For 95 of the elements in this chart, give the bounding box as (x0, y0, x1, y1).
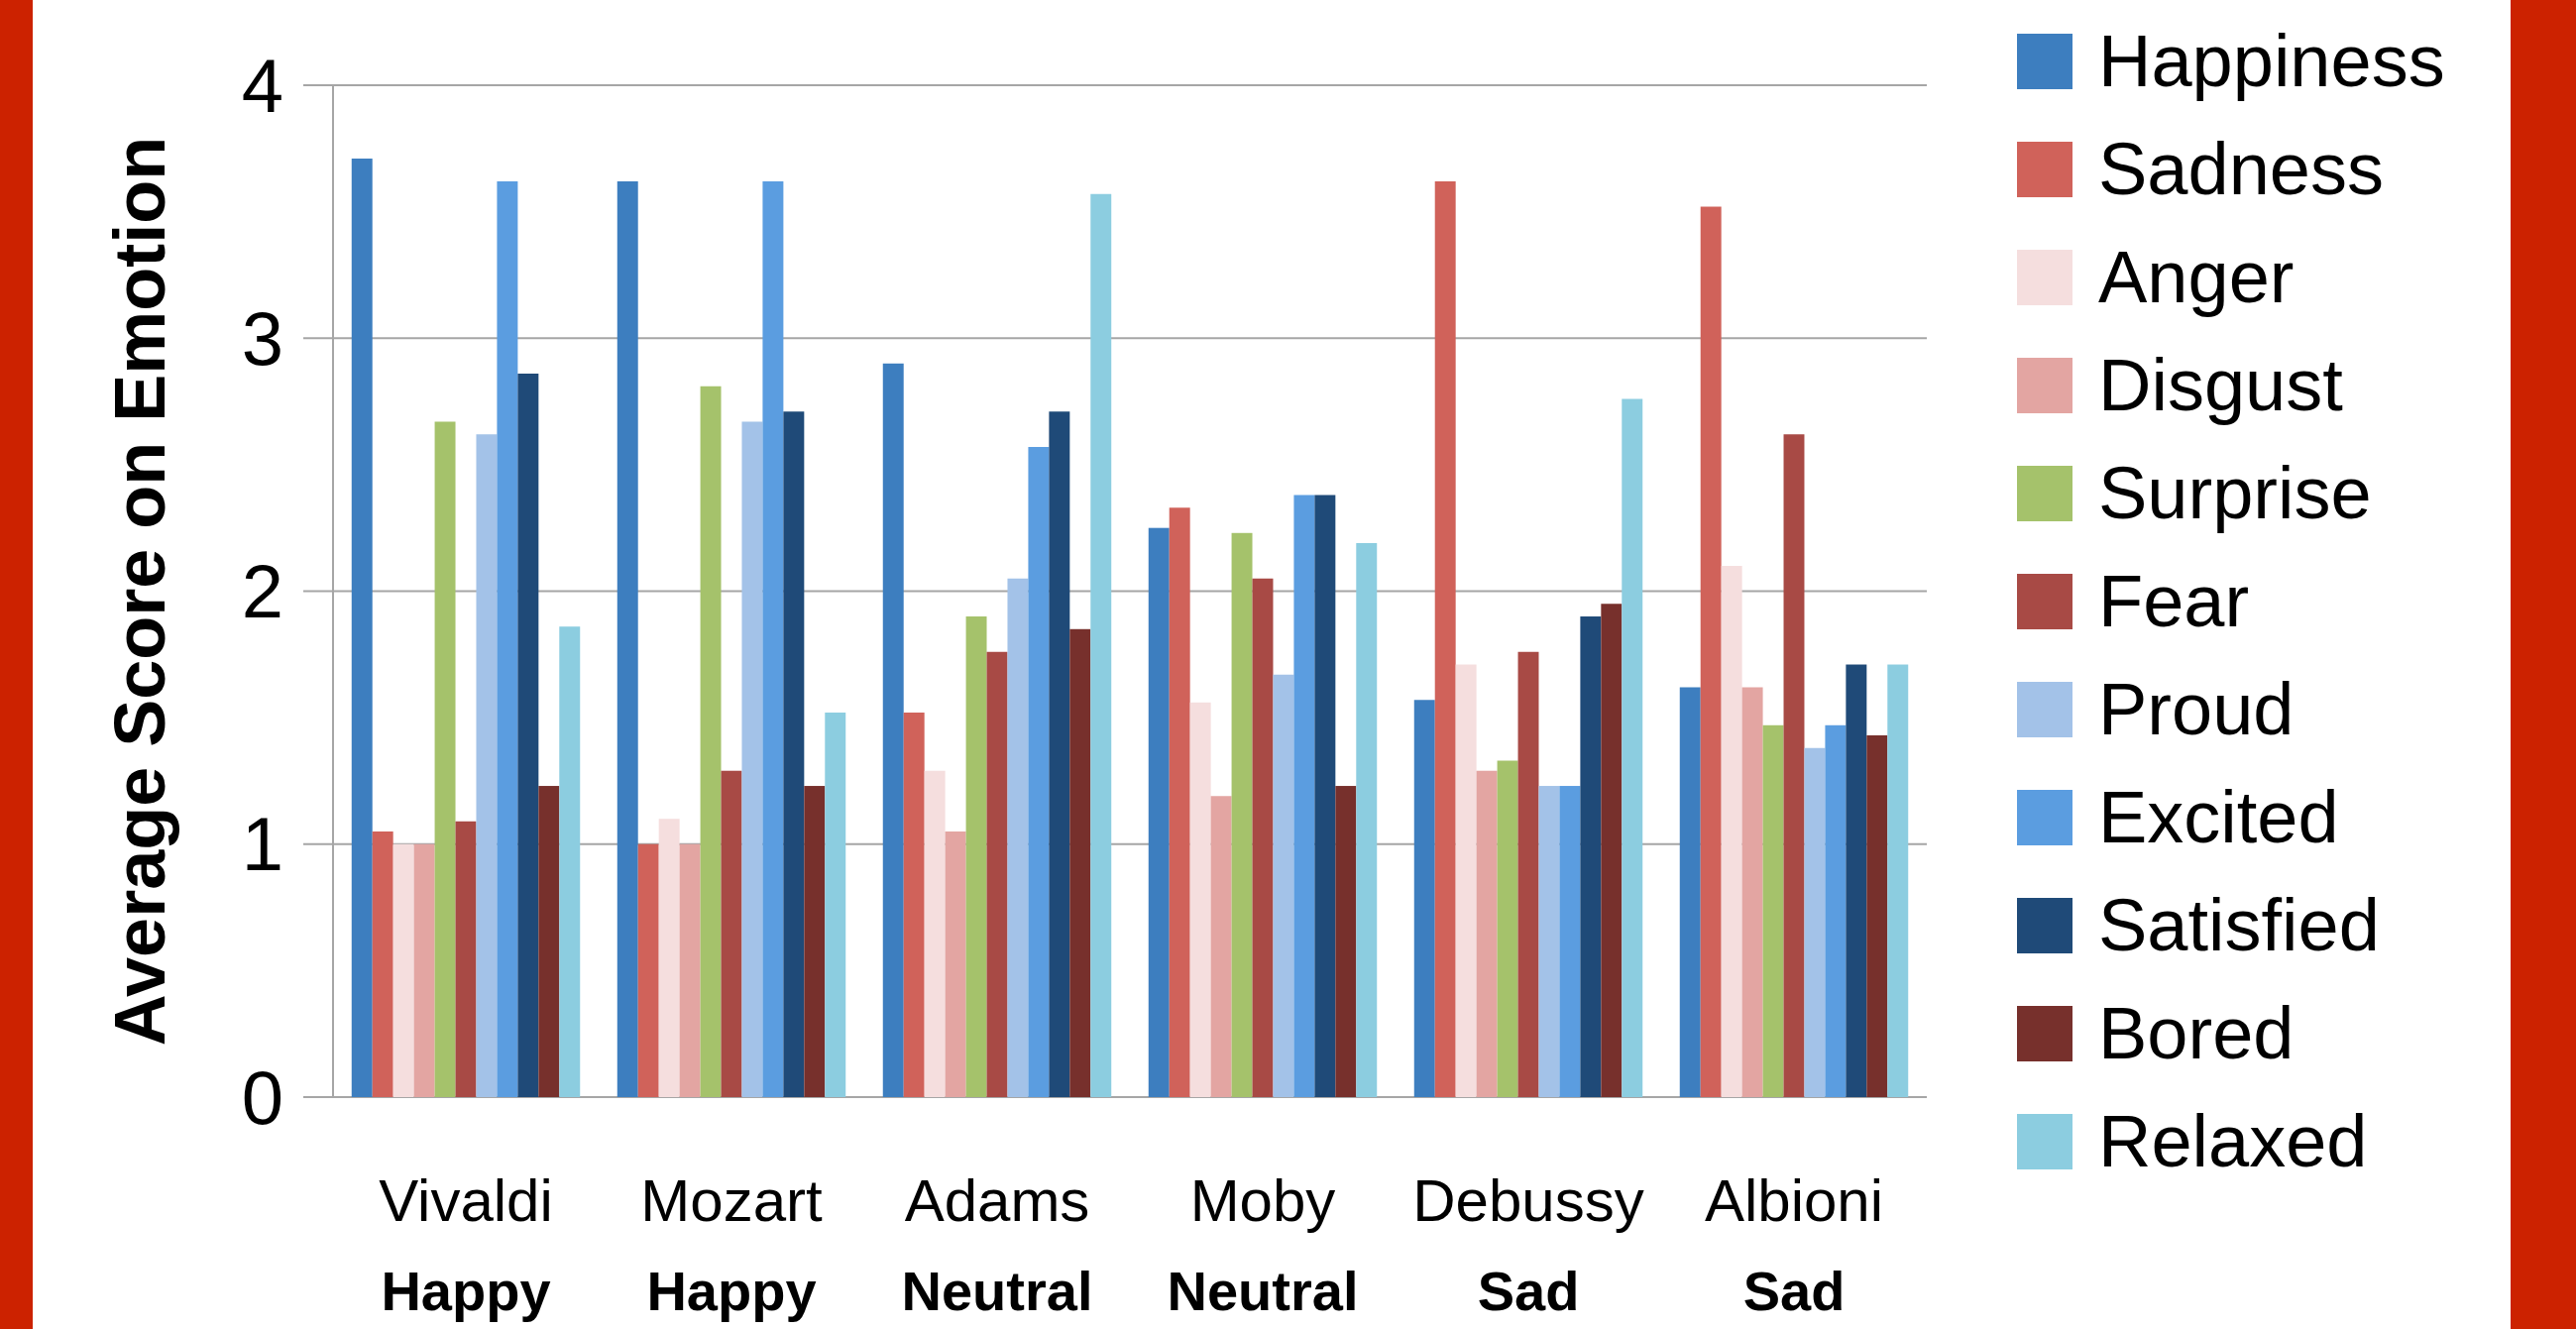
bar (1335, 786, 1357, 1097)
bar (1231, 532, 1253, 1097)
bar (1049, 411, 1070, 1097)
bar (1413, 700, 1435, 1097)
y-tick-label: 3 (241, 295, 283, 381)
bar (538, 786, 560, 1097)
bar (1622, 398, 1643, 1097)
y-tick-label: 4 (241, 43, 283, 128)
bar (945, 831, 966, 1097)
bar (825, 713, 846, 1097)
bar (903, 713, 925, 1097)
y-axis-title: Average Score on Emotion (100, 136, 180, 1047)
x-tick-label: Vivaldi (379, 1167, 553, 1234)
bar (1356, 543, 1378, 1097)
bar (1273, 674, 1294, 1097)
bar (741, 421, 763, 1097)
bar (1846, 664, 1867, 1097)
legend-label: Excited (2098, 775, 2339, 858)
bar (1028, 447, 1050, 1097)
y-tick-label: 2 (241, 549, 283, 634)
x-tick-label: Adams (904, 1167, 1090, 1234)
text: Sad (1477, 1260, 1580, 1322)
bar (804, 786, 826, 1097)
bar (372, 831, 393, 1097)
bar (1455, 664, 1477, 1097)
bar (1721, 565, 1742, 1097)
x-tick-label: Mozart (640, 1167, 824, 1234)
legend-label: Happiness (2098, 19, 2445, 102)
bar (455, 821, 477, 1097)
text: Happy (646, 1260, 817, 1322)
y-tick-label: 0 (241, 1054, 283, 1140)
legend-label: Relaxed (2098, 1099, 2368, 1182)
bar (1700, 206, 1722, 1097)
text: Neutral (1167, 1260, 1359, 1322)
bar (1762, 724, 1784, 1097)
bar (1210, 796, 1232, 1097)
legend-label: Disgust (2098, 343, 2344, 426)
legend-label: Sadness (2098, 127, 2384, 210)
bar (1887, 664, 1909, 1097)
bar (721, 770, 742, 1097)
y-tick-label: 1 (241, 802, 283, 887)
bar (924, 770, 946, 1097)
text: Happy (381, 1260, 551, 1322)
bar (965, 616, 987, 1097)
legend-label: Satisfied (2098, 883, 2380, 966)
bar (1866, 734, 1888, 1097)
bar (1090, 193, 1112, 1097)
bar (986, 651, 1008, 1097)
bar (762, 181, 784, 1097)
bar (679, 843, 701, 1097)
bar (1148, 527, 1170, 1097)
x-tick-label: Albioni (1704, 1167, 1884, 1234)
bar (476, 434, 498, 1097)
bar (1804, 747, 1826, 1097)
bar (1825, 724, 1847, 1097)
bar (700, 386, 722, 1097)
x-tick-label: Debussy (1412, 1167, 1644, 1234)
bar (1169, 507, 1190, 1097)
bar (1517, 651, 1539, 1097)
text: Sad (1742, 1260, 1846, 1322)
bar (351, 159, 373, 1097)
legend-label: Surprise (2098, 451, 2372, 534)
legend-label: Bored (2098, 991, 2295, 1074)
bar (434, 421, 456, 1097)
bar (882, 363, 904, 1097)
bar (1783, 434, 1805, 1097)
text: Neutral (901, 1260, 1093, 1322)
bar (1538, 786, 1560, 1097)
bar (1559, 786, 1581, 1097)
bar (1293, 495, 1315, 1097)
bar (392, 843, 414, 1097)
bar (1497, 760, 1518, 1097)
bar (1679, 687, 1701, 1097)
bar (1069, 628, 1091, 1097)
x-tick-label: Moby (1189, 1167, 1336, 1234)
bar (1741, 687, 1763, 1097)
bar (637, 843, 659, 1097)
bar (497, 181, 518, 1097)
bar (517, 373, 539, 1097)
bar (1434, 181, 1456, 1097)
bar (1314, 495, 1336, 1097)
legend-label: Anger (2098, 235, 2295, 318)
legend-label: Fear (2098, 559, 2250, 642)
bar (413, 843, 435, 1097)
bar (783, 411, 805, 1097)
bar (1252, 578, 1274, 1097)
bar (1007, 578, 1029, 1097)
bar (1476, 770, 1498, 1097)
bar (1189, 702, 1211, 1097)
bar (1580, 616, 1602, 1097)
bar (658, 819, 680, 1097)
bar (616, 181, 638, 1097)
bar (559, 626, 581, 1097)
bar (1601, 604, 1623, 1097)
legend-label: Proud (2098, 667, 2295, 750)
